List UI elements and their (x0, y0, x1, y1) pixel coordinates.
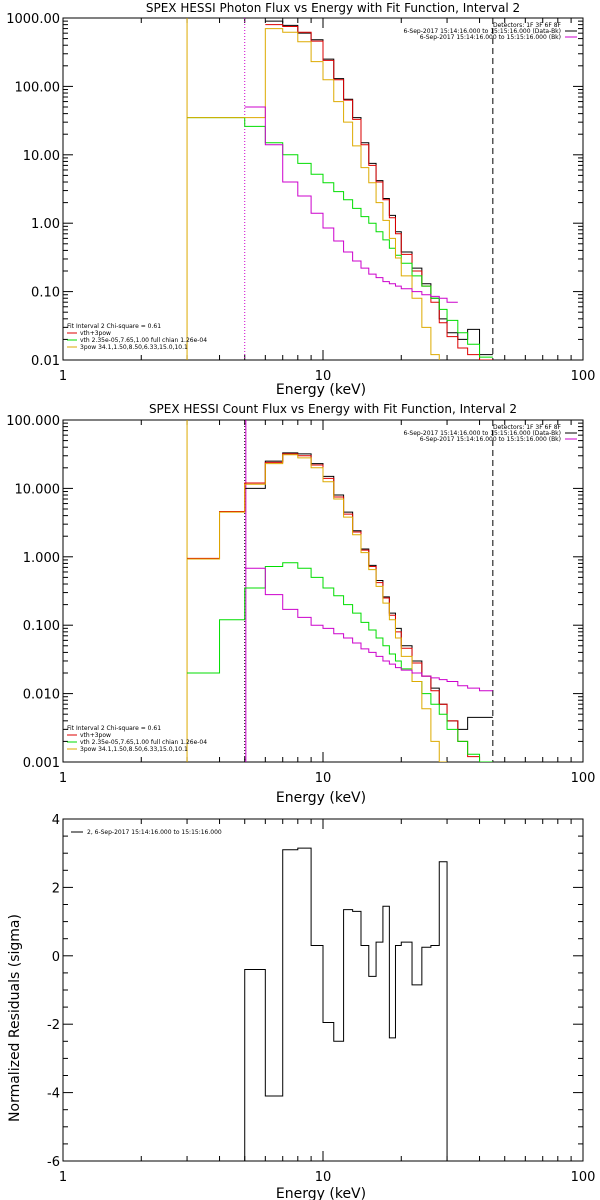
x-tick-label: 10 (315, 771, 332, 786)
x-axis-label: Energy (keV) (276, 1186, 366, 1200)
legend-entry: vth+3pow (80, 330, 111, 337)
y-tick-label: 10.00 (23, 149, 60, 164)
y-tick-label: -2 (47, 1018, 60, 1033)
y-tick-label: 100.00 (15, 80, 61, 95)
series-3pow (187, 454, 448, 762)
legend-entry: vth+3pow (80, 732, 111, 739)
plot-area (186, 420, 494, 762)
legend-entry: 2, 6-Sep-2017 15:14:16.000 to 15:15:16.0… (87, 829, 222, 836)
y-tick-label: -4 (47, 1087, 60, 1102)
count-flux-panel: SPEX HESSI Count Flux vs Energy with Fit… (6, 402, 595, 806)
x-tick-label: 10 (315, 1170, 332, 1185)
legend-entry: 6-Sep-2017 15:14:16.000 to 15:15:16.000 … (420, 436, 561, 443)
y-tick-label: 2 (52, 881, 60, 896)
series-data-bk (265, 20, 493, 356)
x-tick-label: 1 (59, 369, 67, 384)
plot-area (244, 847, 448, 1161)
plot-area (186, 18, 494, 360)
series-bk (244, 106, 458, 303)
legend-entry: vth 2.35e-05,7.65,1.00 full chian 1.26e-… (80, 739, 207, 746)
legend-entry: 6-Sep-2017 15:14:16.000 to 15:15:16.000 … (403, 28, 561, 35)
legend-entry: 3pow 34.1,1.50,8.50,6.33,15.0,10.1 (80, 746, 188, 753)
y-tick-label: 0.10 (31, 286, 60, 301)
x-tick-label: 100 (571, 1170, 596, 1185)
x-tick-label: 1 (59, 1170, 67, 1185)
legend-entry: 6-Sep-2017 15:14:16.000 to 15:15:16.000 … (420, 34, 561, 41)
y-tick-label: 0.001 (23, 756, 60, 771)
x-tick-label: 100 (571, 369, 596, 384)
y-axis-label: Normalized Residuals (sigma) (7, 914, 23, 1122)
y-tick-label: 100.000 (6, 414, 60, 429)
chart-title: SPEX HESSI Photon Flux vs Energy with Fi… (146, 1, 520, 15)
legend-entry: Fit Interval 2 Chi-square = 0.61 (67, 725, 161, 732)
series-2 (244, 847, 448, 1161)
y-tick-label: 4 (52, 813, 60, 828)
series-bk (244, 567, 493, 692)
legend-entry: Fit Interval 2 Chi-square = 0.61 (67, 323, 161, 330)
y-tick-label: 10.000 (15, 482, 61, 497)
photon-flux-panel: SPEX HESSI Photon Flux vs Energy with Fi… (6, 1, 595, 398)
chart-title: SPEX HESSI Count Flux vs Energy with Fit… (149, 402, 517, 416)
y-tick-label: 1000.00 (6, 12, 60, 27)
x-axis-label: Energy (keV) (276, 790, 366, 806)
legend-entry: Detectors: 1F 3F 6F 8F (493, 424, 562, 431)
residuals-panel: Energy (keV) Normalized Residuals (sigma… (7, 813, 595, 1200)
legend-entry: Detectors: 1F 3F 6F 8F (493, 22, 562, 29)
y-tick-label: -6 (47, 1155, 60, 1170)
y-tick-label: 0.100 (23, 619, 60, 634)
series-vth (187, 117, 493, 358)
series-vth-3pow (265, 24, 493, 360)
x-tick-label: 10 (315, 369, 332, 384)
x-tick-label: 1 (59, 771, 67, 786)
series-data-bk (244, 452, 493, 730)
legend-entry: vth 2.35e-05,7.65,1.00 full chian 1.26e-… (80, 337, 207, 344)
y-tick-label: 0.01 (31, 354, 60, 369)
x-axis-label: Energy (keV) (276, 382, 366, 398)
y-tick-label: 1.00 (31, 217, 60, 232)
y-tick-label: 0 (52, 950, 60, 965)
series-3pow (187, 28, 440, 360)
y-tick-label: 0.010 (23, 688, 60, 703)
x-tick-label: 100 (571, 771, 596, 786)
legend-entry: 3pow 34.1,1.50,8.50,6.33,15.0,10.1 (80, 344, 188, 351)
y-tick-label: 1.000 (23, 551, 60, 566)
series-vth (187, 562, 493, 762)
legend-entry: 6-Sep-2017 15:14:16.000 to 15:15:16.000 … (403, 430, 561, 437)
